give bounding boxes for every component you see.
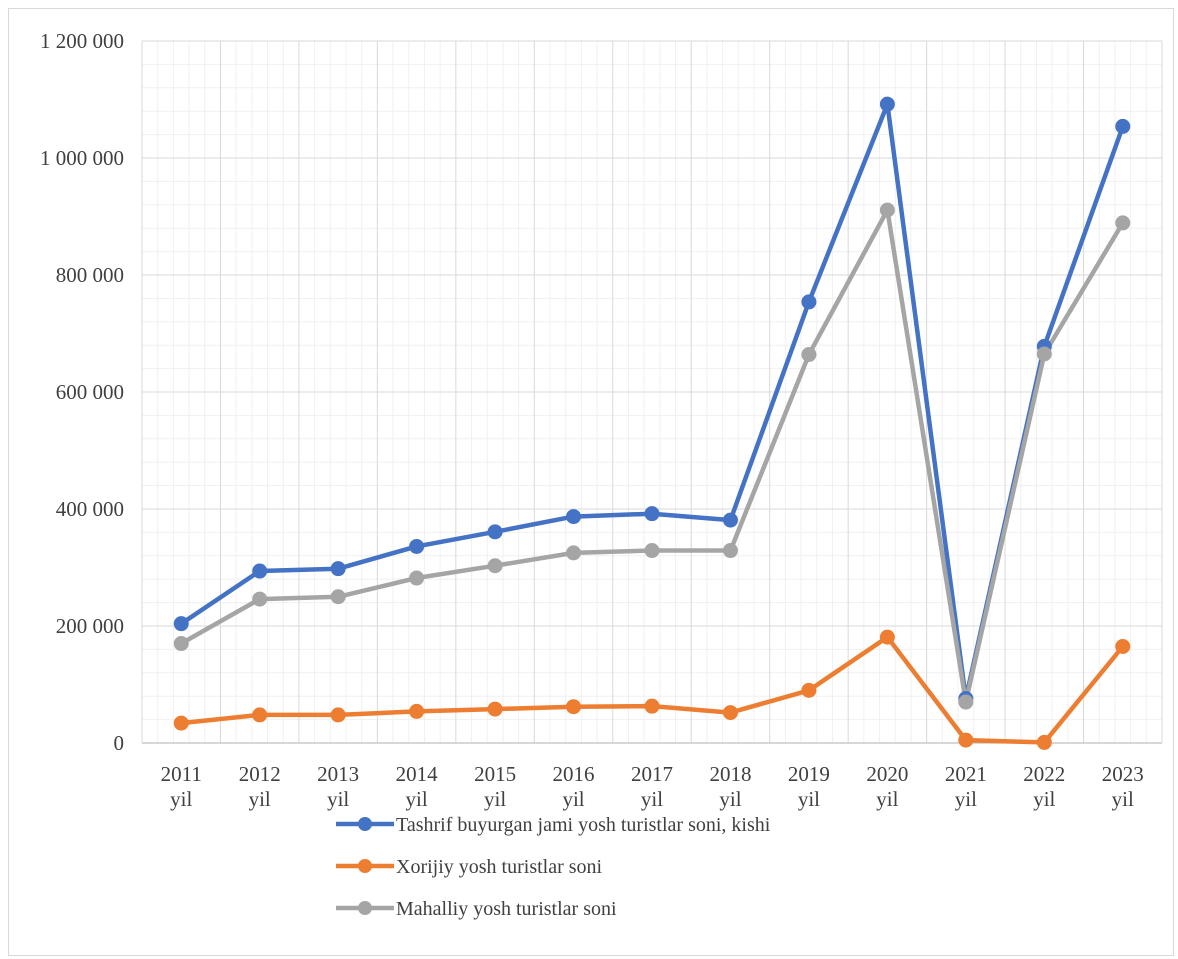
data-point-series-3 <box>644 543 660 559</box>
x-tick-label: 2022 yil <box>1023 762 1065 811</box>
legend-marker <box>358 901 372 915</box>
data-point-series-1 <box>801 294 817 310</box>
y-tick-labels: 0 200 000 400 000 600 000 800 000 1 000 000 1 … <box>40 29 124 755</box>
x-tick-label: 2019 yil <box>788 762 830 811</box>
major-gridlines <box>141 40 1163 743</box>
data-point-series-3 <box>958 694 974 710</box>
series-points <box>173 96 1131 750</box>
y-tick-label: 0 <box>114 731 125 755</box>
series-line-1 <box>178 101 1126 701</box>
series-line-2 <box>178 634 1126 745</box>
legend: Tashrif buyurgan jami yosh turistlar son… <box>336 814 771 920</box>
x-tick-label: 2018 yil <box>709 762 751 811</box>
data-point-series-3 <box>1115 215 1131 231</box>
series-line-3 <box>178 207 1126 705</box>
legend-label: Xorijiy yosh turistlar soni <box>396 856 603 878</box>
legend-item: Mahalliy yosh turistlar soni <box>336 898 617 920</box>
data-point-series-3 <box>252 591 268 607</box>
data-point-series-2 <box>173 715 189 731</box>
y-tick-label: 800 000 <box>56 263 124 287</box>
legend-item: Tashrif buyurgan jami yosh turistlar son… <box>336 814 771 836</box>
data-point-series-3 <box>566 545 582 561</box>
data-point-series-1 <box>722 512 738 528</box>
legend-marker <box>358 817 372 831</box>
x-tick-label: 2017 yil <box>631 762 673 811</box>
x-tick-label: 2021 yil <box>945 762 987 811</box>
legend-label: Tashrif buyurgan jami yosh turistlar son… <box>396 814 771 836</box>
series-lines <box>178 101 1126 745</box>
x-tick-label: 2012 yil <box>239 762 281 811</box>
data-point-series-3 <box>801 347 817 363</box>
data-point-series-2 <box>722 705 738 721</box>
data-point-series-3 <box>722 543 738 559</box>
data-point-series-2 <box>958 732 974 748</box>
y-tick-label: 1 200 000 <box>40 29 124 53</box>
data-point-series-2 <box>644 698 660 714</box>
data-point-series-1 <box>644 506 660 522</box>
legend-marker <box>358 859 372 873</box>
data-point-series-3 <box>487 558 503 574</box>
x-tick-label: 2020 yil <box>866 762 908 811</box>
data-point-series-3 <box>409 570 425 586</box>
data-point-series-2 <box>330 707 346 723</box>
y-tick-label: 1 000 000 <box>40 146 124 170</box>
data-point-series-2 <box>879 629 895 645</box>
data-point-series-1 <box>330 561 346 577</box>
data-point-series-3 <box>1036 346 1052 362</box>
x-tick-label: 2014 yil <box>396 762 439 811</box>
x-tick-label: 2015 yil <box>474 762 516 811</box>
data-point-series-2 <box>1036 734 1052 750</box>
data-point-series-2 <box>566 699 582 715</box>
x-tick-label: 2023 yil <box>1102 762 1144 811</box>
legend-label: Mahalliy yosh turistlar soni <box>396 898 617 920</box>
x-tick-label: 2016 yil <box>553 762 595 811</box>
data-point-series-1 <box>409 538 425 554</box>
data-point-series-2 <box>1115 638 1131 654</box>
data-point-series-2 <box>801 682 817 698</box>
data-point-series-1 <box>1115 118 1131 134</box>
data-point-series-1 <box>487 524 503 540</box>
legend-item: Xorijiy yosh turistlar soni <box>336 856 603 878</box>
data-point-series-3 <box>879 202 895 218</box>
chart-frame <box>8 8 1174 956</box>
data-point-series-3 <box>330 589 346 605</box>
x-tick-labels: 2011 yil 2012 yil 2013 yil 2014 yil 2015 yil 2016 y… <box>161 762 1144 811</box>
y-tick-label: 200 000 <box>56 614 124 638</box>
x-tick-label: 2011 yil <box>161 762 202 811</box>
x-tick-label: 2013 yil <box>317 762 359 811</box>
data-point-series-2 <box>409 703 425 719</box>
data-point-series-1 <box>879 96 895 112</box>
data-point-series-2 <box>252 707 268 723</box>
data-point-series-1 <box>252 563 268 579</box>
data-point-series-1 <box>566 509 582 525</box>
data-point-series-3 <box>173 636 189 652</box>
data-point-series-1 <box>173 616 189 632</box>
data-point-series-2 <box>487 701 503 717</box>
y-tick-label: 600 000 <box>56 380 124 404</box>
y-tick-label: 400 000 <box>56 497 124 521</box>
